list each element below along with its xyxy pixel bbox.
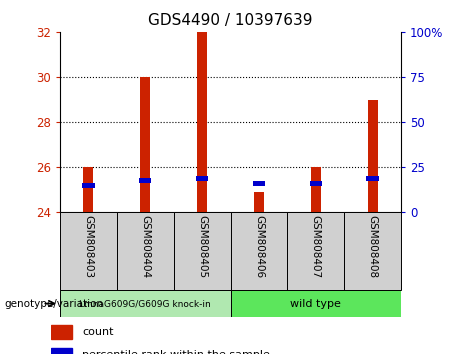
Bar: [344, 212, 401, 290]
Text: LmnaG609G/G609G knock-in: LmnaG609G/G609G knock-in: [79, 299, 211, 308]
Bar: [366, 176, 379, 181]
Bar: [230, 212, 287, 290]
Bar: [51, 325, 72, 339]
Bar: [309, 181, 322, 185]
Title: GDS4490 / 10397639: GDS4490 / 10397639: [148, 13, 313, 28]
Bar: [117, 212, 174, 290]
Bar: [196, 176, 208, 181]
Bar: [253, 181, 265, 185]
Bar: [311, 167, 321, 212]
Text: GSM808404: GSM808404: [140, 215, 150, 278]
Bar: [83, 167, 94, 212]
Bar: [197, 32, 207, 212]
Text: GSM808405: GSM808405: [197, 215, 207, 278]
Bar: [287, 212, 344, 290]
Bar: [254, 192, 264, 212]
Bar: [82, 183, 95, 188]
Bar: [60, 212, 117, 290]
Bar: [367, 99, 378, 212]
Bar: [60, 290, 230, 317]
Text: count: count: [82, 327, 114, 337]
Text: wild type: wild type: [290, 298, 341, 309]
Text: GSM808407: GSM808407: [311, 215, 321, 278]
Text: GSM808403: GSM808403: [83, 215, 94, 278]
Text: GSM808406: GSM808406: [254, 215, 264, 278]
Text: GSM808408: GSM808408: [367, 215, 378, 278]
Text: genotype/variation: genotype/variation: [5, 298, 104, 309]
Bar: [51, 348, 72, 354]
Bar: [139, 178, 152, 183]
Bar: [174, 212, 230, 290]
Text: percentile rank within the sample: percentile rank within the sample: [82, 350, 270, 354]
Bar: [230, 290, 401, 317]
Bar: [140, 77, 150, 212]
